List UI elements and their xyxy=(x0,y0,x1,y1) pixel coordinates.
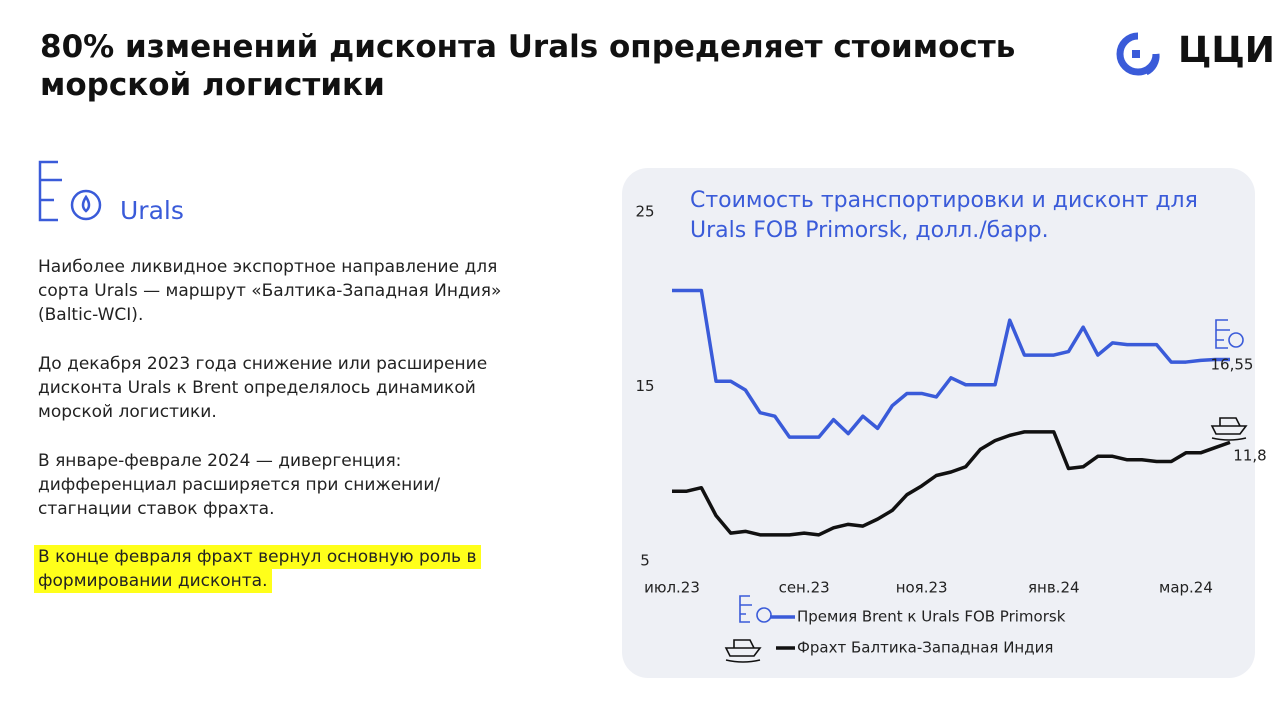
chart-panel xyxy=(622,168,1255,678)
y-tick-label: 25 xyxy=(635,203,654,221)
y-tick-label: 5 xyxy=(640,552,650,570)
barrel-icon xyxy=(38,160,102,222)
x-tick-label: сен.23 xyxy=(779,579,830,597)
chart-title: Стоимость транспортировки и дисконт для … xyxy=(690,188,1198,243)
highlighted-text: В конце февраля фрахт вернул основную ро… xyxy=(34,545,481,593)
end-label: 16,55 xyxy=(1211,356,1254,374)
paragraph-text: Наиболее ликвидное экспортное направлени… xyxy=(38,257,502,325)
legend-label: Премия Brent к Urals FOB Primorsk xyxy=(797,608,1066,626)
paragraph: До декабря 2023 года снижение или расшир… xyxy=(38,352,508,424)
paragraph: Наиболее ликвидное экспортное направлени… xyxy=(38,255,508,327)
barrel-icon-small xyxy=(739,319,1244,623)
x-tick-label: июл.23 xyxy=(644,579,700,597)
paragraph: В январе-феврале 2024 — дивергенция: диф… xyxy=(38,449,508,521)
legend-label: Фрахт Балтика-Западная Индия xyxy=(797,639,1053,657)
y-tick-label: 15 xyxy=(635,377,654,395)
x-tick-label: мар.24 xyxy=(1159,579,1213,597)
series-line xyxy=(672,430,1231,537)
ship-icon xyxy=(724,417,1248,663)
paragraph-text: В январе-феврале 2024 — дивергенция: диф… xyxy=(38,451,441,519)
x-tick-label: янв.24 xyxy=(1028,579,1080,597)
logo-icon xyxy=(1116,32,1160,76)
logo-text: ЦЦИ xyxy=(1178,30,1275,71)
x-tick-label: ноя.23 xyxy=(896,579,948,597)
paragraph: В конце февраля фрахт вернул основную ро… xyxy=(34,545,508,593)
section-title: Urals xyxy=(120,196,184,225)
slide-title: 80% изменений дисконта Urals определяет … xyxy=(40,29,1016,103)
paragraph-text: До декабря 2023 года снижение или расшир… xyxy=(38,354,488,422)
end-label: 11,8 xyxy=(1233,447,1266,465)
series-line xyxy=(672,288,1230,439)
